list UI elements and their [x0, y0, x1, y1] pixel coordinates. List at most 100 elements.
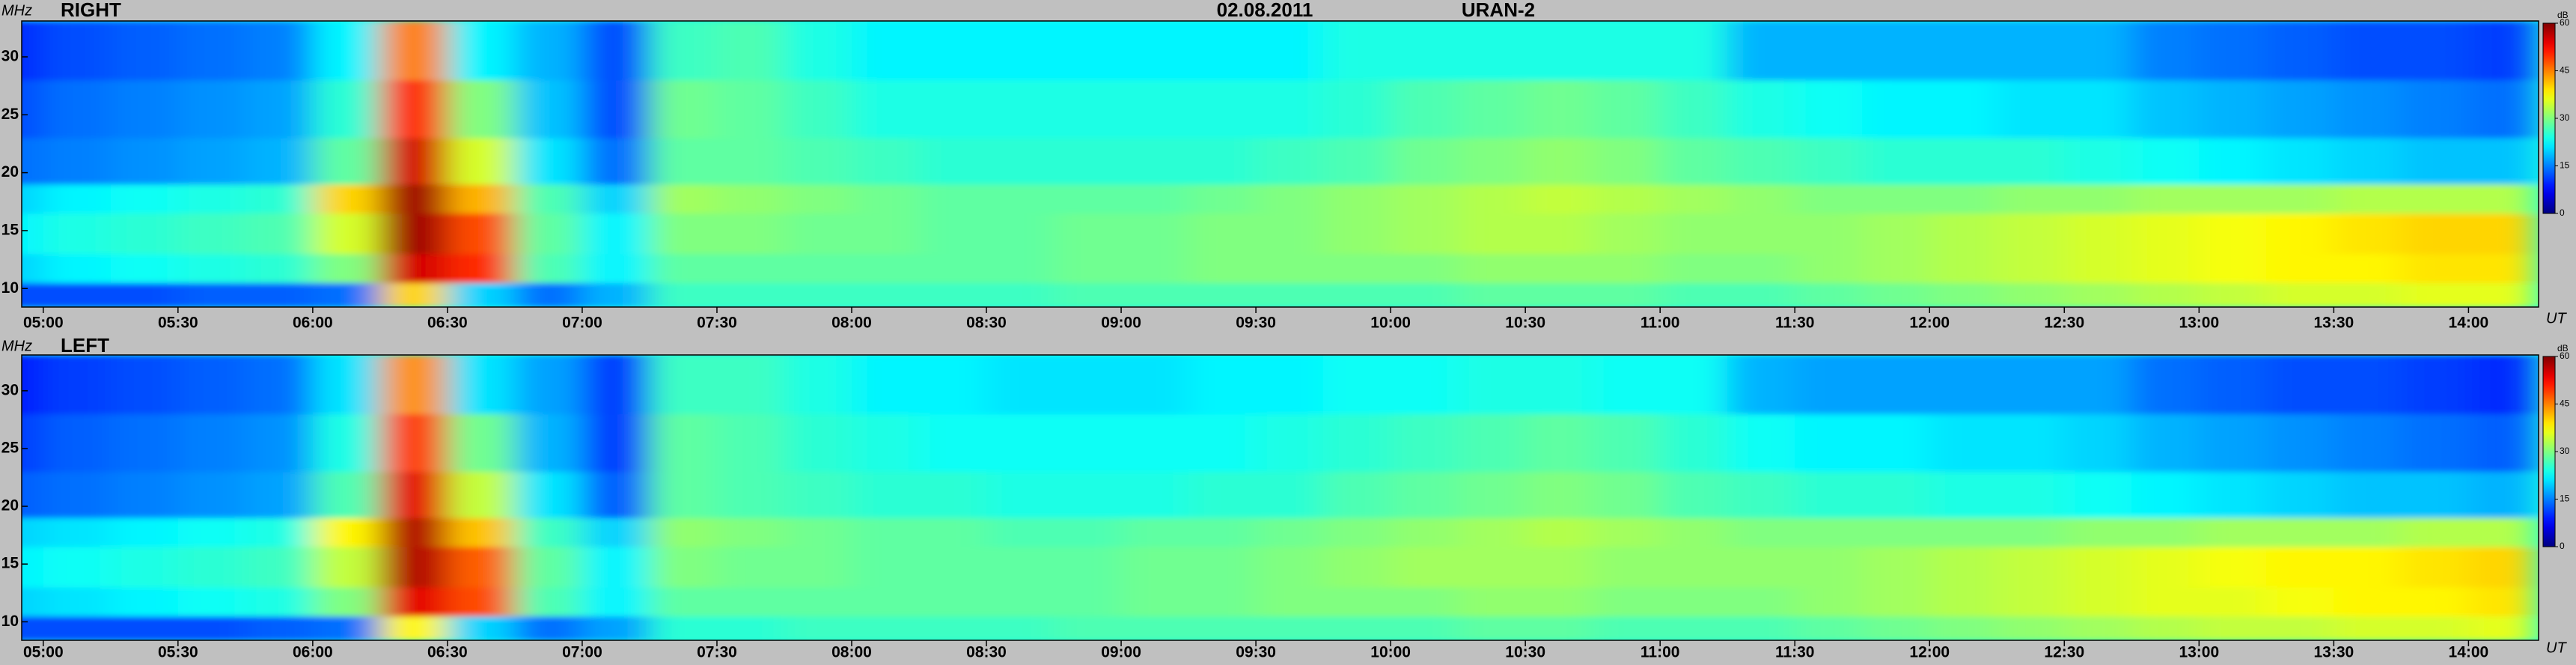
cell	[1188, 471, 1257, 518]
cell	[986, 21, 1054, 81]
cell	[1727, 21, 1795, 81]
cell	[379, 138, 448, 185]
cell	[245, 213, 314, 255]
cell	[43, 547, 112, 588]
cell	[919, 355, 987, 415]
cell	[2334, 253, 2402, 284]
cell	[1188, 355, 1257, 415]
cell	[1121, 517, 1189, 547]
cell	[1929, 616, 1997, 640]
cell	[245, 517, 314, 547]
cell	[110, 413, 179, 473]
cell	[2468, 253, 2536, 284]
cell	[1525, 413, 1593, 473]
cell	[1188, 213, 1257, 255]
cell	[649, 355, 718, 415]
cell	[245, 547, 314, 588]
cell	[1593, 282, 1661, 307]
cell	[1660, 587, 1728, 617]
cell	[2131, 21, 2200, 81]
cell	[1862, 517, 1930, 547]
cell	[716, 413, 785, 473]
cell	[1525, 253, 1593, 284]
cell	[1054, 413, 1122, 473]
cell	[1929, 547, 1997, 588]
cell	[2199, 21, 2267, 81]
cell	[582, 253, 650, 284]
cell	[312, 517, 381, 547]
cell	[2131, 616, 2200, 640]
x-tick-label: 12:30	[2044, 315, 2084, 332]
cell	[1727, 471, 1795, 518]
cell	[851, 253, 920, 284]
cell	[716, 79, 785, 139]
cell	[1323, 79, 1391, 139]
x-tick-label: 14:00	[2449, 315, 2489, 332]
cell	[2266, 21, 2334, 81]
cell	[1593, 616, 1661, 640]
x-tick-label: 13:00	[2179, 315, 2219, 332]
cell	[1391, 138, 1459, 185]
cell	[851, 355, 920, 415]
cell	[716, 184, 785, 214]
cell	[1727, 282, 1795, 307]
cell	[2266, 253, 2334, 284]
cell	[1795, 547, 1863, 588]
cell	[2334, 587, 2402, 617]
cell	[851, 213, 920, 255]
cell	[2131, 184, 2200, 214]
cell	[1256, 253, 1324, 284]
cell	[1121, 355, 1189, 415]
cell	[2401, 616, 2469, 640]
cell	[2064, 413, 2132, 473]
cell	[1929, 253, 1997, 284]
cell	[447, 471, 516, 518]
cell	[1660, 253, 1728, 284]
y-tick-label: 15	[1, 555, 19, 572]
cell	[1795, 138, 1863, 185]
cell	[1323, 138, 1391, 185]
x-tick-label: 12:00	[1909, 644, 1950, 661]
cell	[514, 517, 583, 547]
cell	[2266, 517, 2334, 547]
cell	[379, 547, 448, 588]
cell	[1391, 471, 1459, 518]
cell	[2334, 79, 2402, 139]
cell	[177, 282, 246, 307]
cell	[379, 79, 448, 139]
cell	[1862, 21, 1930, 81]
x-tick-label: 09:30	[1236, 644, 1276, 661]
cell	[851, 184, 920, 214]
heatmap-cells	[22, 21, 2536, 307]
cell	[1795, 21, 1863, 81]
cell	[986, 355, 1054, 415]
cell	[986, 184, 1054, 214]
y-tick-label: 30	[1, 381, 19, 398]
cell	[649, 587, 718, 617]
cell	[1391, 79, 1459, 139]
cell	[784, 138, 852, 185]
cell	[582, 616, 650, 640]
cell	[2131, 471, 2200, 518]
cell	[447, 21, 516, 81]
cell	[784, 253, 852, 284]
cell	[1660, 282, 1728, 307]
cell	[1256, 213, 1324, 255]
cell	[43, 184, 112, 214]
cell	[986, 253, 1054, 284]
cell	[1121, 413, 1189, 473]
cell	[447, 184, 516, 214]
panel-title: LEFT	[61, 334, 109, 356]
cell	[649, 184, 718, 214]
cell	[2401, 282, 2469, 307]
cell	[1256, 547, 1324, 588]
cell	[2334, 355, 2402, 415]
y-tick-label: 20	[1, 497, 19, 514]
cell	[43, 253, 112, 284]
cell	[2334, 471, 2402, 518]
cell	[312, 413, 381, 473]
cell	[2131, 253, 2200, 284]
cell	[2266, 138, 2334, 185]
cell	[1525, 213, 1593, 255]
heatmap-cells	[22, 355, 2536, 640]
